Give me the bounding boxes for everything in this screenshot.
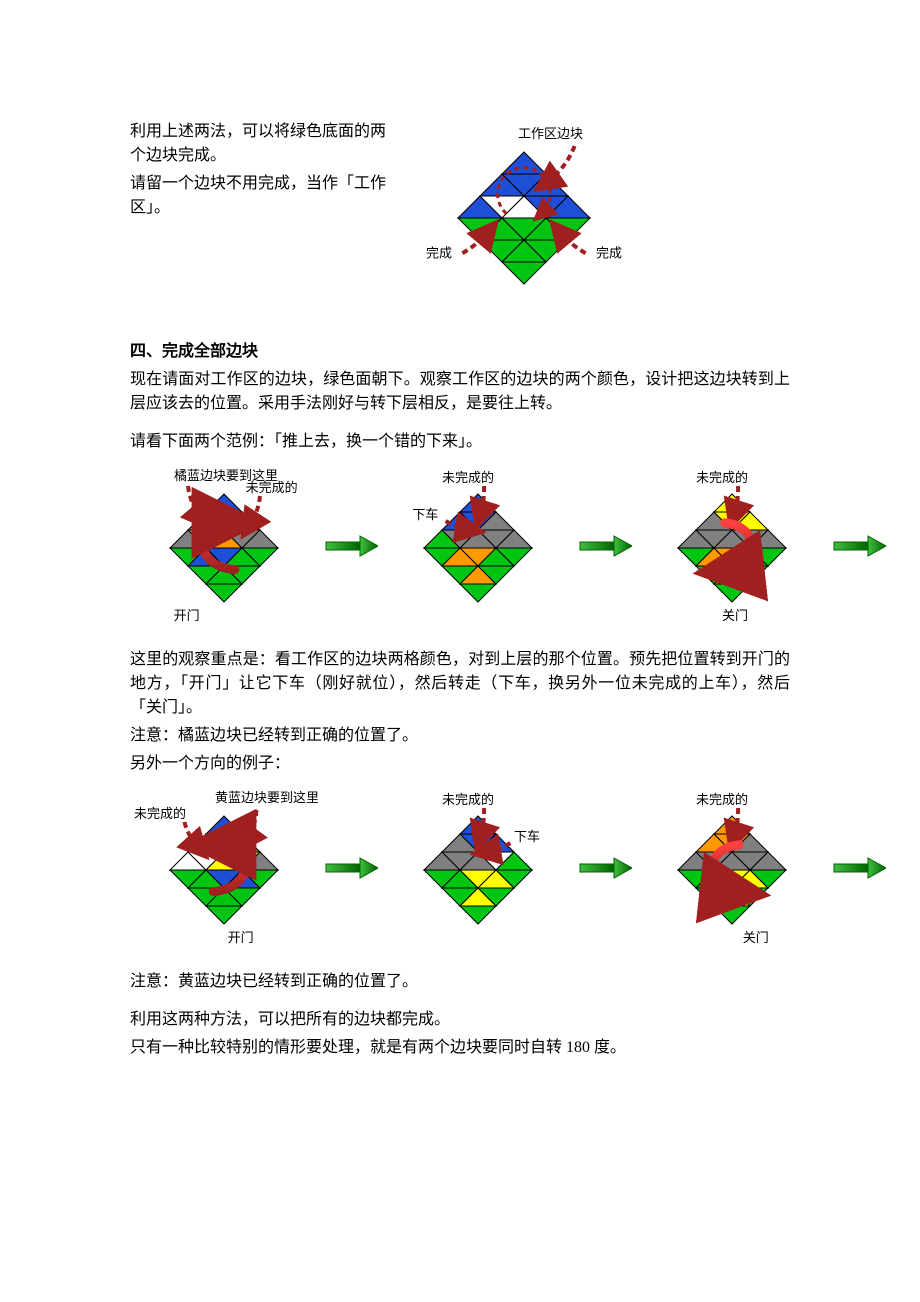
pyraminx-diagram: 未完成的关门 — [638, 462, 826, 630]
example2-sequence: 黄蓝边块要到这里未完成的开门 未完成的下车 — [130, 784, 790, 952]
intro-row: 利用上述两法，可以将绿色底面的两个边块完成。 请留一个边块不用完成，当作「工作区… — [130, 120, 790, 312]
diagram-label: 开门 — [174, 608, 200, 623]
tri-r0t0 — [206, 816, 242, 834]
pyraminx-diagram: 工作区边块完成 完成 — [418, 120, 630, 312]
mid-p1: 这里的观察重点是：看工作区的边块两格颜色，对到上层的那个位置。预先把位置转到开门… — [130, 648, 790, 720]
sequence-arrow-icon — [832, 534, 886, 558]
tri-r0t0 — [714, 494, 750, 512]
step-2: 未完成的关门 — [638, 462, 826, 630]
tri-r5t0 — [206, 584, 242, 602]
tri-r0t0 — [714, 816, 750, 834]
pyraminx-diagram — [892, 784, 920, 952]
tri-r5t0 — [502, 262, 546, 284]
diagram-label: 开门 — [228, 930, 254, 945]
red-arrow — [546, 146, 575, 183]
pyraminx-diagram: 未完成的下车 — [384, 784, 572, 952]
tri-r5t0 — [714, 584, 750, 602]
diagram-label: 完成 — [426, 246, 452, 261]
step-3 — [892, 462, 920, 630]
tri-r5t0 — [460, 584, 496, 602]
sequence-arrow-icon — [578, 856, 632, 880]
diagram-label: 未完成的 — [696, 792, 748, 807]
diagram-label: 工作区边块 — [518, 126, 583, 141]
diagram-label: 未完成的 — [134, 806, 186, 821]
mid-p2: 注意：橘蓝边块已经转到正确的位置了。 — [130, 724, 790, 748]
example1-sequence: 橘蓝边块要到这里未完成的开门 未完成的下车 — [130, 462, 790, 630]
intro-line1: 利用上述两法，可以将绿色底面的两个边块完成。 — [130, 120, 400, 168]
step-2: 未完成的关门 — [638, 784, 826, 952]
section4-title: 四、完成全部边块 — [130, 340, 790, 364]
diagram-label: 未完成的 — [246, 480, 298, 495]
sequence-arrow-icon — [832, 856, 886, 880]
tri-r5t0 — [206, 906, 242, 924]
section4-p1: 现在请面对工作区的边块，绿色面朝下。观察工作区的边块的两个颜色，设计把这边块转到… — [130, 368, 790, 416]
tail-p1: 注意：黄蓝边块已经转到正确的位置了。 — [130, 970, 790, 994]
sequence-arrow-icon — [324, 534, 378, 558]
step-3 — [892, 784, 920, 952]
diagram-label: 关门 — [743, 930, 769, 945]
step-0: 黄蓝边块要到这里未完成的开门 — [130, 784, 318, 952]
diagram-label: 关门 — [722, 608, 748, 623]
diagram-label: 未完成的 — [442, 792, 494, 807]
diagram-label: 下车 — [412, 507, 438, 522]
sequence-arrow-icon — [324, 856, 378, 880]
tri-r0t0 — [460, 816, 496, 834]
intro-text: 利用上述两法，可以将绿色底面的两个边块完成。 请留一个边块不用完成，当作「工作区… — [130, 120, 400, 224]
tri-r0t0 — [206, 494, 242, 512]
diagram-label: 完成 — [596, 246, 622, 261]
tri-r5t0 — [714, 906, 750, 924]
tri-r0t0 — [460, 494, 496, 512]
step-1: 未完成的下车 — [384, 784, 572, 952]
pyraminx-diagram: 黄蓝边块要到这里未完成的开门 — [130, 784, 318, 952]
step-1: 未完成的下车 — [384, 462, 572, 630]
pyraminx-diagram: 未完成的关门 — [638, 784, 826, 952]
red-arrow — [188, 486, 202, 519]
tail-p3: 只有一种比较特别的情形要处理，就是有两个边块要同时自转 180 度。 — [130, 1036, 790, 1060]
tail-p2: 利用这两种方法，可以把所有的边块都完成。 — [130, 1008, 790, 1032]
sequence-arrow-icon — [578, 534, 632, 558]
tri-r5t0 — [460, 906, 496, 924]
pyraminx-diagram: 橘蓝边块要到这里未完成的开门 — [130, 462, 318, 630]
intro-diagram: 工作区边块完成 完成 — [418, 120, 630, 312]
diagram-label: 未完成的 — [442, 470, 494, 485]
red-arrow — [246, 810, 257, 841]
pyraminx-diagram: 未完成的下车 — [384, 462, 572, 630]
mid-p3: 另外一个方向的例子： — [130, 752, 790, 776]
pyraminx-diagram — [892, 462, 920, 630]
diagram-label: 下车 — [514, 829, 540, 844]
section4-p2: 请看下面两个范例：「推上去，换一个错的下来」。 — [130, 430, 790, 454]
intro-line2: 请留一个边块不用完成，当作「工作区」。 — [130, 172, 400, 220]
red-arrow — [184, 822, 198, 848]
diagram-label: 未完成的 — [696, 470, 748, 485]
step-0: 橘蓝边块要到这里未完成的开门 — [130, 462, 318, 630]
diagram-label: 黄蓝边块要到这里 — [215, 790, 318, 805]
